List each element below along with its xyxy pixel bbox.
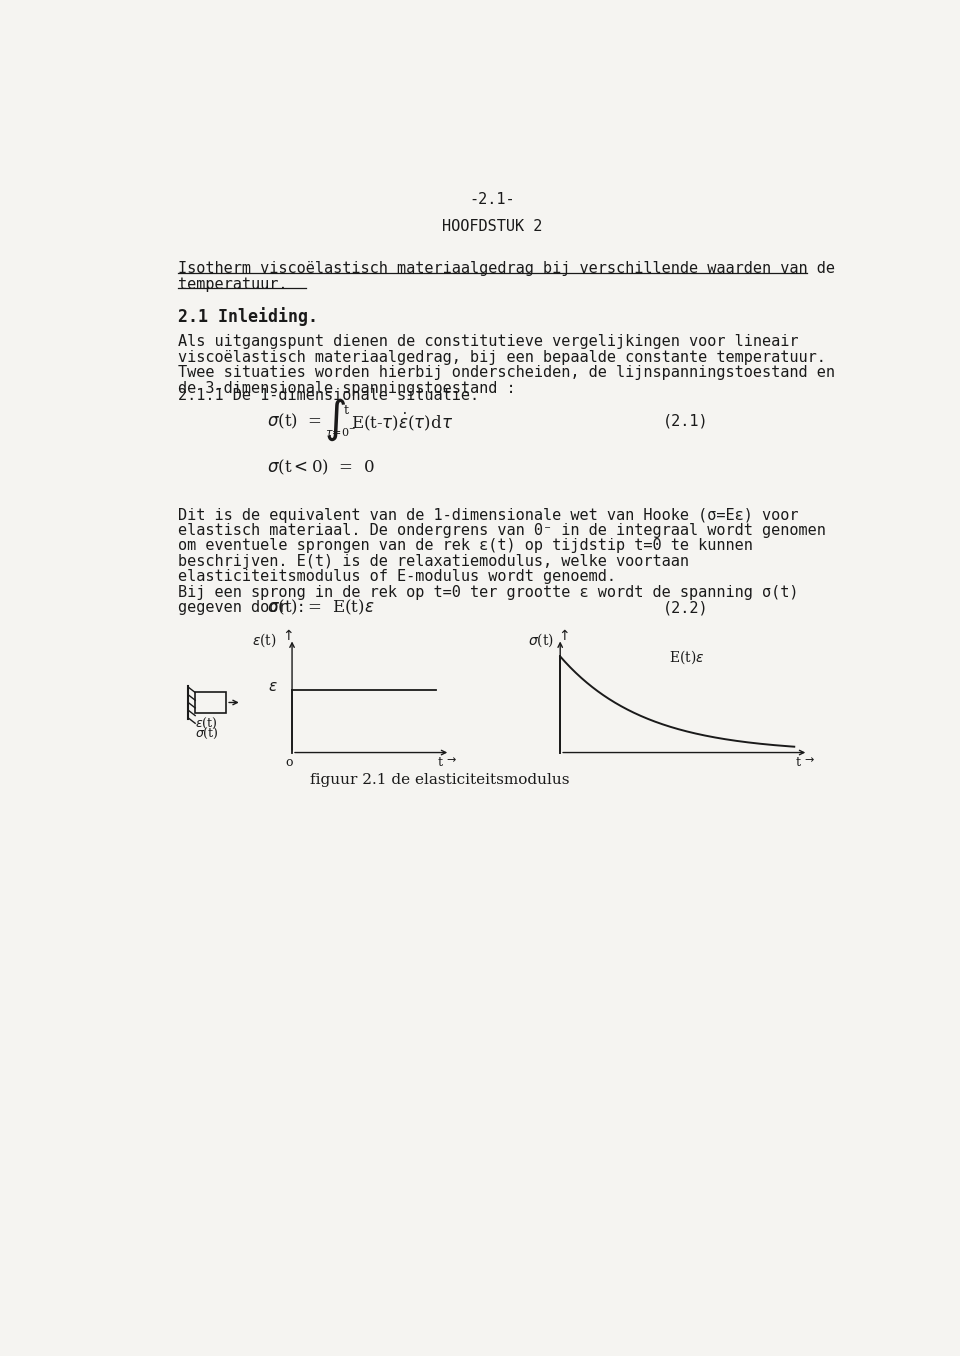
Text: Dit is de equivalent van de 1-dimensionale wet van Hooke (σ=Eε) voor: Dit is de equivalent van de 1-dimensiona… [179,507,799,522]
Text: t: t [344,404,348,418]
Text: $\varepsilon$: $\varepsilon$ [269,681,278,694]
Text: $\sigma$(t): $\sigma$(t) [195,725,219,740]
Text: HOOFDSTUK 2: HOOFDSTUK 2 [442,218,542,235]
Text: E(t-$\tau$)$\dot{\varepsilon}$($\tau$)d$\tau$: E(t-$\tau$)$\dot{\varepsilon}$($\tau$)d$… [351,411,453,433]
Text: $\rightarrow$: $\rightarrow$ [802,754,815,763]
Text: elasticiteitsmodulus of E-modulus wordt genoemd.: elasticiteitsmodulus of E-modulus wordt … [179,570,616,584]
Text: $\uparrow$: $\uparrow$ [557,628,570,643]
Text: beschrijven. E(t) is de relaxatiemodulus, welke voortaan: beschrijven. E(t) is de relaxatiemodulus… [179,553,689,570]
Text: t: t [438,755,443,769]
Text: om eventuele sprongen van de rek ε(t) op tijdstip t=0 te kunnen: om eventuele sprongen van de rek ε(t) op… [179,538,753,553]
Text: elastisch materiaal. De ondergrens van 0⁻ in de integraal wordt genomen: elastisch materiaal. De ondergrens van 0… [179,523,826,538]
Text: viscoëlastisch materiaalgedrag, bij een bepaalde constante temperatuur.: viscoëlastisch materiaalgedrag, bij een … [179,350,826,365]
Text: Als uitgangspunt dienen de constitutieve vergelijkingen voor lineair: Als uitgangspunt dienen de constitutieve… [179,335,799,350]
Text: $\sigma$(t): $\sigma$(t) [528,631,554,648]
Text: E(t)$\varepsilon$: E(t)$\varepsilon$ [669,648,705,666]
Text: $\varepsilon$(t): $\varepsilon$(t) [252,631,276,648]
Text: $\varepsilon$(t): $\varepsilon$(t) [195,716,218,731]
Text: Bij een sprong in de rek op t=0 ter grootte ε wordt de spanning σ(t): Bij een sprong in de rek op t=0 ter groo… [179,584,799,599]
Text: o: o [285,755,293,769]
Text: $\rightarrow$: $\rightarrow$ [444,754,457,763]
Text: de 3-dimensionale spanningstoestand :: de 3-dimensionale spanningstoestand : [179,381,516,396]
Text: 2.1.1 De 1-dimensionale situatie.: 2.1.1 De 1-dimensionale situatie. [179,388,479,403]
Text: figuur 2.1 de elasticiteitsmodulus: figuur 2.1 de elasticiteitsmodulus [310,773,569,786]
Text: $\sigma$(t)  =  E(t)$\varepsilon$: $\sigma$(t) = E(t)$\varepsilon$ [267,598,374,617]
Text: Twee situaties worden hierbij onderscheiden, de lijnspanningstoestand en: Twee situaties worden hierbij onderschei… [179,365,835,380]
Text: 2.1 Inleiding.: 2.1 Inleiding. [179,308,318,327]
Text: $\sigma$(t$<$0)  =  0: $\sigma$(t$<$0) = 0 [267,458,375,477]
Text: temperatuur.: temperatuur. [179,277,288,292]
Text: (2.2): (2.2) [662,601,708,616]
Text: gegeven door :: gegeven door : [179,601,306,616]
Text: -2.1-: -2.1- [469,193,515,207]
Text: t: t [796,755,801,769]
Bar [195,692,227,713]
Text: $\sigma$(t)  =: $\sigma$(t) = [267,412,323,431]
Text: $\int$: $\int$ [324,397,347,443]
Text: Isotherm viscoëlastisch materiaalgedrag bij verschillende waarden van de: Isotherm viscoëlastisch materiaalgedrag … [179,262,835,277]
Text: $\tau$=0$^{-}$: $\tau$=0$^{-}$ [324,426,355,438]
Text: (2.1): (2.1) [662,414,708,428]
Text: $\uparrow$: $\uparrow$ [280,628,294,643]
